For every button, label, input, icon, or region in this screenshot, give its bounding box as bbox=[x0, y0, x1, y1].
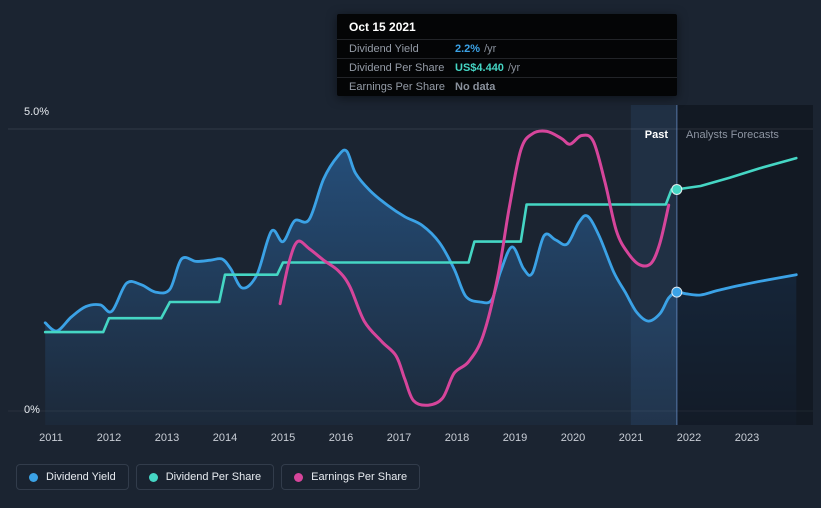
tooltip-value: 2.2% bbox=[455, 43, 481, 55]
legend-item-dividend-yield[interactable]: Dividend Yield bbox=[16, 464, 129, 490]
dividend-yield-dot-icon bbox=[29, 472, 38, 482]
x-axis-year-label: 2019 bbox=[503, 432, 527, 444]
x-axis-year-label: 2015 bbox=[271, 432, 295, 444]
series-line-dividend-yield[interactable] bbox=[43, 148, 798, 333]
tooltip-row-dividend-yield: Dividend Yield 2.2% /yr bbox=[337, 39, 677, 58]
x-axis-year-label: 2016 bbox=[329, 432, 353, 444]
x-axis-year-label: 2023 bbox=[735, 432, 759, 444]
tooltip-value-suffix: /yr bbox=[484, 43, 497, 55]
tooltip-row-dividend-per-share: Dividend Per Share US$4.440 /yr bbox=[337, 58, 677, 77]
x-axis-year-label: 2011 bbox=[39, 432, 63, 444]
dividend-yield-area bbox=[45, 150, 797, 426]
tooltip-value-suffix: /yr bbox=[507, 62, 521, 74]
chart-tooltip: Oct 15 2021 Dividend Yield 2.2% /yr Divi… bbox=[337, 14, 677, 96]
past-label: Past bbox=[644, 129, 668, 141]
x-axis-year-label: 2021 bbox=[619, 432, 643, 444]
tooltip-label: Dividend Yield bbox=[349, 43, 419, 55]
legend-item-label: Earnings Per Share bbox=[311, 471, 408, 483]
legend-item-earnings-per-share[interactable]: Earnings Per Share bbox=[281, 464, 421, 490]
marker-dividend-per-share[interactable] bbox=[671, 183, 683, 195]
earnings-per-share-dot-icon bbox=[294, 472, 304, 482]
tooltip-label: Earnings Per Share bbox=[349, 81, 445, 93]
legend: Dividend Yield Dividend Per Share Earnin… bbox=[16, 464, 421, 490]
tooltip-date: Oct 15 2021 bbox=[349, 20, 416, 34]
y-axis-label-bottom: 0% bbox=[24, 404, 40, 416]
marker-dividend-yield[interactable] bbox=[671, 286, 683, 298]
legend-item-dividend-per-share[interactable]: Dividend Per Share bbox=[135, 464, 275, 490]
x-axis-year-label: 2013 bbox=[155, 432, 179, 444]
dividend-per-share-dot-icon bbox=[148, 472, 158, 482]
x-axis-year-label: 2014 bbox=[213, 432, 237, 444]
series-line-earnings-per-share[interactable] bbox=[278, 129, 671, 407]
legend-item-label: Dividend Yield bbox=[46, 471, 116, 483]
x-axis-year-label: 2012 bbox=[97, 432, 121, 444]
x-axis-year-label: 2020 bbox=[561, 432, 585, 444]
tooltip-value: US$4.440 bbox=[455, 62, 504, 74]
x-axis-year-label: 2018 bbox=[445, 432, 469, 444]
series-line-dividend-per-share[interactable] bbox=[43, 156, 798, 334]
x-axis-year-label: 2017 bbox=[387, 432, 411, 444]
forecast-region bbox=[676, 105, 813, 425]
y-axis-label-top: 5.0% bbox=[24, 106, 50, 118]
x-axis-year-label: 2022 bbox=[677, 432, 701, 444]
forecast-label: Analysts Forecasts bbox=[686, 129, 779, 141]
tooltip-row-earnings-per-share: Earnings Per Share No data bbox=[337, 77, 677, 96]
tooltip-label: Dividend Per Share bbox=[349, 62, 445, 74]
legend-item-label: Dividend Per Share bbox=[165, 471, 262, 483]
tooltip-value: No data bbox=[455, 81, 496, 93]
